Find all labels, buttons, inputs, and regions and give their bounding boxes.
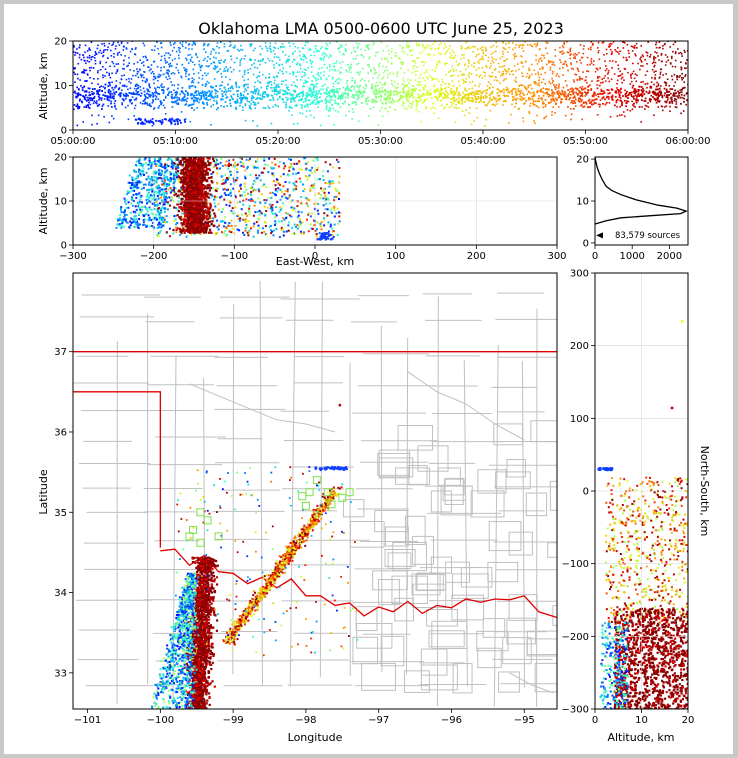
north-south-xtick-label: 10 — [635, 715, 648, 726]
east-west-ytick-label: 10 — [54, 197, 67, 208]
altitude-east-west-panel: −300 −200 −100 0 100 200 300 0 10 20 — [54, 153, 566, 263]
east-west-xtick-label: 100 — [386, 251, 405, 262]
north-south-ytick-label: −200 — [562, 632, 589, 643]
east-west-xtick-label: −200 — [140, 251, 167, 262]
north-south-ytick-label: 300 — [570, 269, 589, 280]
altitude-time-xtick-label: 05:30:00 — [358, 136, 403, 147]
station-marker — [196, 538, 205, 547]
station-marker — [203, 516, 212, 525]
plan-view-ytick-label: 37 — [54, 347, 67, 358]
plan-view-xtick-label: −99 — [223, 715, 244, 726]
county-lines — [73, 280, 557, 708]
plan-view-xlabel: Longitude — [288, 731, 343, 744]
figure-title: Oklahoma LMA 0500-0600 UTC June 25, 2023 — [198, 19, 564, 38]
plan-view-ytick-label: 35 — [54, 508, 67, 519]
north-south-sources — [597, 320, 688, 709]
station-marker — [298, 492, 307, 501]
north-south-xlabel: Altitude, km — [607, 731, 674, 744]
histogram-ytick-label: 0 — [583, 238, 589, 249]
histogram-annotation: 83,579 sources — [615, 231, 681, 241]
east-west-ytick-label: 0 — [61, 241, 67, 252]
altitude-time-ytick-label: 10 — [54, 81, 67, 92]
source-arrow-icon — [596, 232, 603, 239]
plan-view-xtick-label: −97 — [368, 715, 389, 726]
histogram-ytick-label: 10 — [576, 197, 589, 208]
histogram-xtick-label: 1000 — [619, 251, 644, 262]
station-marker — [312, 476, 321, 485]
east-west-xtick-label: 0 — [312, 251, 318, 262]
plan-view-xtick-label: −100 — [147, 715, 174, 726]
east-west-xtick-label: 300 — [547, 251, 566, 262]
histogram-xtick-label: 0 — [592, 251, 598, 262]
north-south-ytick-label: 200 — [570, 341, 589, 352]
east-west-xlabel: East-West, km — [276, 255, 354, 268]
north-south-ylabel: North-South, km — [698, 446, 711, 537]
east-west-xtick-label: −100 — [221, 251, 248, 262]
station-marker — [214, 532, 223, 541]
east-west-xtick-label: −300 — [59, 251, 86, 262]
north-south-panel: 0 10 20 −300 −200 −100 0 100 200 300 — [562, 269, 695, 727]
altitude-time-xtick-label: 06:00:00 — [666, 136, 711, 147]
plan-view-sources — [151, 403, 359, 709]
altitude-time-ylabel: Altitude, km — [37, 52, 50, 119]
altitude-time-xtick-label: 05:10:00 — [153, 136, 198, 147]
north-south-ytick-label: −100 — [562, 559, 589, 570]
station-marker — [323, 488, 332, 497]
station-marker — [338, 493, 347, 502]
north-south-ytick-label: −300 — [562, 705, 589, 716]
station-marker — [196, 508, 205, 517]
east-west-sources — [115, 157, 342, 241]
north-south-xtick-label: 0 — [592, 715, 598, 726]
altitude-time-panel: 05:00:00 05:10:00 05:20:00 05:30:00 05:40:00… — [51, 37, 711, 148]
state-lines — [73, 351, 557, 619]
north-south-xtick-label: 20 — [682, 715, 695, 726]
station-marker — [327, 500, 336, 509]
east-west-ylabel: Altitude, km — [37, 167, 50, 234]
plan-view-xtick-label: −98 — [295, 715, 316, 726]
station-marker — [301, 501, 310, 510]
plan-view-map-panel: −101 −100 −99 −98 −97 −96 −95 33 34 35 36 37 — [54, 272, 558, 726]
plan-view-ytick-label: 33 — [54, 668, 67, 679]
plan-view-xtick-label: −95 — [514, 715, 535, 726]
plan-view-ylabel: Latitude — [37, 469, 50, 515]
histogram-xtick-label: 2000 — [657, 251, 682, 262]
altitude-histogram-panel: 0 1000 2000 0 10 20 — [576, 155, 689, 262]
altitude-time-xtick-label: 05:50:00 — [563, 136, 608, 147]
altitude-density-line — [595, 157, 688, 225]
plan-view-ytick-label: 36 — [54, 427, 67, 438]
east-west-ytick-label: 20 — [54, 153, 67, 164]
east-west-xtick-label: 200 — [467, 251, 486, 262]
north-south-ytick-label: 0 — [583, 487, 589, 498]
altitude-time-ytick-label: 0 — [61, 126, 67, 137]
altitude-time-xtick-label: 05:20:00 — [256, 136, 301, 147]
altitude-time-ytick-label: 20 — [54, 37, 67, 48]
station-marker — [345, 488, 354, 497]
plan-view-xtick-label: −96 — [441, 715, 462, 726]
station-marker — [305, 488, 314, 497]
altitude-time-sources — [73, 41, 688, 127]
red-river-line — [160, 548, 557, 619]
histogram-ytick-label: 20 — [576, 155, 589, 166]
altitude-time-xtick-label: 05:00:00 — [51, 136, 96, 147]
station-markers — [185, 476, 354, 547]
north-south-ytick-label: 100 — [570, 414, 589, 425]
altitude-time-xtick-label: 05:40:00 — [461, 136, 506, 147]
plan-view-xtick-label: −101 — [74, 715, 101, 726]
plan-view-ytick-label: 34 — [54, 588, 67, 599]
station-marker — [185, 532, 194, 541]
